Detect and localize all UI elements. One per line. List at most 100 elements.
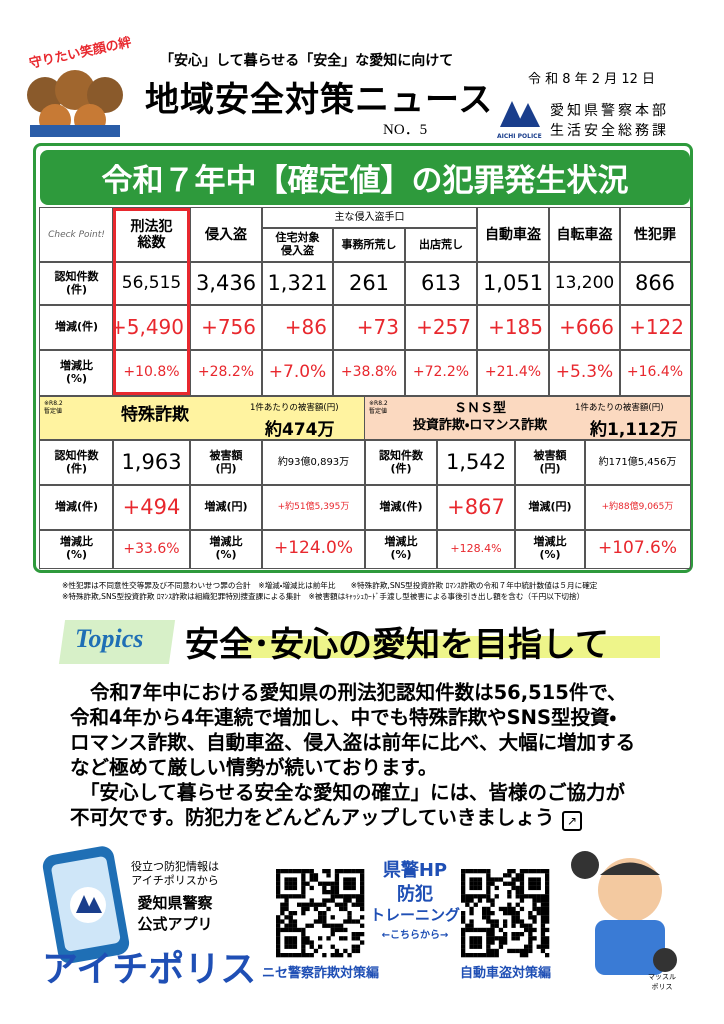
qr-module xyxy=(276,919,281,924)
qr-module xyxy=(461,936,466,941)
highlight xyxy=(240,636,660,658)
qr-module xyxy=(519,877,525,882)
row-header: 増減比 (%) xyxy=(39,529,114,569)
topics-tag: Topics xyxy=(75,624,144,653)
qr-module xyxy=(347,885,352,891)
qr-module xyxy=(486,932,491,937)
cell: +86 xyxy=(261,304,334,351)
cell: 1,963 xyxy=(112,439,191,486)
qr-module xyxy=(330,923,335,928)
per-case-value: 約1,112万 xyxy=(590,420,678,440)
qr-module xyxy=(330,898,335,903)
qr-module xyxy=(469,911,474,916)
qr-module xyxy=(334,923,340,928)
qr-module xyxy=(524,894,529,899)
qr-module xyxy=(301,911,306,916)
qr-module xyxy=(519,890,525,895)
qr-module xyxy=(284,885,289,891)
qr-module xyxy=(309,944,314,949)
qr-module xyxy=(515,915,520,920)
section-header xyxy=(39,396,366,441)
column-header: 自転車盗 xyxy=(548,207,621,263)
qr-module xyxy=(280,919,285,924)
qr-module xyxy=(288,936,293,941)
qr-module xyxy=(301,885,306,891)
qr-module xyxy=(330,890,335,895)
qr-module xyxy=(343,885,348,891)
qr-module xyxy=(309,898,314,903)
qr-module xyxy=(532,877,537,882)
qr-module xyxy=(305,881,310,886)
qr-module xyxy=(355,869,361,874)
row-header: 増減(円) xyxy=(514,484,586,531)
qr-module xyxy=(305,906,310,912)
qr-module xyxy=(297,902,302,907)
row-header: 増減比 (%) xyxy=(189,529,263,569)
qr-module xyxy=(343,894,348,899)
qr-module xyxy=(486,877,491,882)
row-header: 増減(件) xyxy=(39,304,114,351)
qr-module xyxy=(532,902,537,907)
qr-module xyxy=(326,936,331,941)
qr-module xyxy=(301,902,306,907)
qr-module xyxy=(360,940,365,945)
qr-module xyxy=(343,902,348,907)
qr-module xyxy=(536,894,541,899)
qr-module xyxy=(343,906,348,912)
cell: 56,515 xyxy=(112,261,191,306)
qr-module xyxy=(532,898,537,903)
body-line: 不可欠です。防犯力をどんどんアップしていきましょう xyxy=(70,806,555,829)
qr-module xyxy=(292,894,298,899)
qr-module xyxy=(486,915,491,920)
qr-module xyxy=(477,927,483,933)
qr-module xyxy=(334,953,340,958)
qr-module xyxy=(461,885,466,891)
qr-module xyxy=(486,948,491,954)
qr-module xyxy=(540,927,546,933)
qr-module xyxy=(515,919,520,924)
qr-module xyxy=(347,911,352,916)
cell: +756 xyxy=(189,304,263,351)
qr-module xyxy=(519,873,525,878)
qr-module xyxy=(545,898,550,903)
qr-module xyxy=(339,869,344,874)
qr-module xyxy=(326,906,331,912)
qr-module xyxy=(326,881,331,886)
qr-module xyxy=(503,940,508,945)
qr-module xyxy=(486,873,491,878)
qr-module xyxy=(528,944,533,949)
qr-module xyxy=(477,898,483,903)
qr-module xyxy=(494,953,499,958)
qr-module xyxy=(486,894,491,899)
qr-module xyxy=(351,936,356,941)
qr-module xyxy=(343,881,348,886)
qr-module xyxy=(276,915,281,920)
qr-module xyxy=(343,927,348,933)
qr-module xyxy=(288,944,293,949)
qr-module xyxy=(545,915,550,920)
qr-module xyxy=(490,881,495,886)
qr-module xyxy=(461,877,466,882)
qr-module xyxy=(313,902,319,907)
qr-module xyxy=(343,869,348,874)
cell: +124.0% xyxy=(261,529,366,569)
qr-module xyxy=(494,877,499,882)
qr-module xyxy=(334,873,340,878)
qr-module xyxy=(330,915,335,920)
qr-module xyxy=(330,932,335,937)
qr-module xyxy=(322,915,327,920)
qr-module xyxy=(490,911,495,916)
qr-module xyxy=(486,944,491,949)
qr-module xyxy=(498,877,504,882)
qr-module xyxy=(339,936,344,941)
qr-module xyxy=(461,894,466,899)
qr-module xyxy=(318,911,323,916)
qr-module xyxy=(465,894,470,899)
qr-module xyxy=(469,885,474,891)
qr-module xyxy=(528,885,533,891)
qr-module xyxy=(339,923,344,928)
cell: 613 xyxy=(404,261,478,306)
qr-module xyxy=(280,911,285,916)
qr-module xyxy=(490,877,495,882)
